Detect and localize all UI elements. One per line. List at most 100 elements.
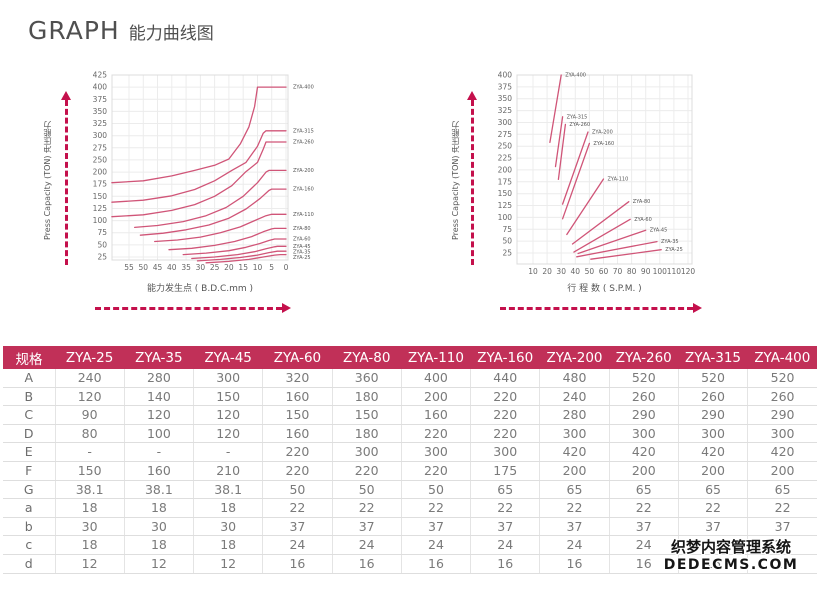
table-cell: 16 [747, 554, 817, 574]
table-cell: 160 [262, 387, 333, 407]
capacity-curve-ZYA-35 [576, 240, 658, 258]
table-cell: 150 [332, 405, 402, 425]
series-label: ZYA-200 [592, 130, 613, 136]
x-axis-label: 能力发生点 ( B.D.C.mm ) [146, 284, 254, 294]
x-tick-label: 35 [181, 263, 191, 272]
series-label: ZYA-45 [650, 228, 668, 234]
table-row-E: E - - -220 300 300 300 420 420 420 420 [3, 442, 817, 462]
table-cell: 65 [609, 480, 679, 500]
table-cell: 200 [401, 387, 472, 407]
table-cell: 320 [262, 369, 333, 388]
table-cell: 37 [262, 517, 333, 537]
y-tick-label: 150 [93, 192, 108, 201]
x-tick-label: 100 [653, 267, 668, 276]
table-cell: 18 [193, 498, 264, 518]
series-label: ZYA-400 [565, 73, 586, 79]
table-cell: 12 [193, 554, 264, 574]
spec-table-header-row: 规格 ZYA-25 ZYA-35 ZYA-45 ZYA-60 ZYA-80 ZYA-110 Z… [3, 346, 817, 369]
up-arrow-dashed-line [470, 100, 474, 265]
series-label: ZYA-400 [293, 85, 314, 91]
series-label: ZYA-160 [593, 141, 614, 147]
table-cell: 220 [262, 442, 333, 462]
table-cell: 24 [539, 535, 610, 555]
table-cell: 24 [332, 535, 402, 555]
bdc-capacity-chart-block: Press Capacity (TON) 冲压能力 55 50 45 40 35 30 25… [40, 63, 370, 325]
table-cell: 38.1 [124, 480, 195, 500]
table-row-A: A 240 280 300 320 360 400 440 480 520 520 520 [3, 369, 817, 388]
table-cell: 220 [401, 424, 472, 444]
table-cell: 200 [678, 461, 749, 481]
row-label: G [3, 480, 56, 500]
bdc-capacity-plot: 55 50 45 40 35 30 25 20 15 10 5 0425400375350325300… [93, 71, 314, 273]
table-cell: 300 [332, 442, 402, 462]
table-cell: 50 [332, 480, 402, 500]
y-tick-label: 75 [97, 228, 107, 237]
row-label: E [3, 442, 56, 462]
series-label: ZYA-80 [633, 199, 651, 205]
page-title-zh: 能力曲线图 [128, 24, 214, 44]
table-cell: 37 [747, 517, 817, 537]
table-cell: 37 [401, 517, 472, 537]
y-tick-label: 50 [502, 237, 512, 246]
table-cell: 300 [401, 442, 472, 462]
page-title: GRAPH 能力曲线图 [28, 16, 214, 45]
table-row-G: G 38.1 38.1 38.1 50 50 50 65 65 65 65 65 [3, 480, 817, 500]
x-tick-label: 0 [284, 263, 289, 272]
table-cell: 80 [55, 424, 125, 444]
table-cell: 65 [678, 480, 749, 500]
x-tick-label: 40 [167, 263, 177, 272]
series-label: ZYA-45 [293, 244, 311, 250]
y-tick-label: 225 [498, 154, 513, 163]
model-column-header-ZYA-80: ZYA-80 [332, 346, 402, 369]
capacity-curve-ZYA-25 [205, 253, 287, 264]
x-tick-label: 20 [224, 263, 234, 272]
watermark: 织梦内容管理系统 DEDECMS.COM [655, 538, 807, 574]
up-arrow-dashed-line [64, 100, 68, 265]
y-tick-label: 100 [498, 213, 513, 222]
table-cell: 50 [401, 480, 472, 500]
table-cell: 480 [539, 369, 610, 388]
table-cell: 280 [124, 369, 195, 388]
y-tick-label: 425 [93, 71, 108, 80]
spec-table: 规格 ZYA-25 ZYA-35 ZYA-45 ZYA-60 ZYA-80 ZYA-110 Z… [3, 346, 817, 574]
up-arrow-icon [60, 91, 72, 265]
model-column-header-ZYA-35: ZYA-35 [124, 346, 194, 369]
y-tick-label: 325 [93, 119, 108, 128]
y-tick-label: 350 [498, 94, 513, 103]
y-tick-label: 275 [498, 130, 513, 139]
table-cell: 220 [470, 424, 541, 444]
y-tick-label: 375 [93, 95, 108, 104]
y-tick-label: 175 [498, 177, 513, 186]
y-tick-label: 200 [498, 165, 513, 174]
spm-capacity-plot: 10 20 30 40 50 60 70 80 90 100 110 1204003753503253… [498, 71, 696, 277]
table-cell: 22 [747, 498, 817, 518]
capacity-curve-ZYA-35 [196, 250, 287, 262]
y-tick-label: 400 [93, 83, 108, 92]
x-tick-label: 15 [238, 263, 248, 272]
series-label: ZYA-315 [567, 114, 588, 120]
table-cell: 18 [55, 498, 125, 518]
model-column-header-ZYA-200: ZYA-200 [539, 346, 610, 369]
model-column-header-ZYA-110: ZYA-110 [401, 346, 471, 369]
table-cell: 210 [193, 461, 264, 481]
capacity-curve-ZYA-60 [573, 218, 631, 253]
x-tick-label: 10 [253, 263, 263, 272]
y-tick-label: 175 [93, 180, 108, 189]
model-column-header-ZYA-400: ZYA-400 [747, 346, 817, 369]
table-cell: 260 [747, 387, 817, 407]
y-tick-label: 325 [498, 106, 513, 115]
table-cell: 120 [193, 424, 264, 444]
table-cell: 120 [124, 405, 195, 425]
table-cell: 200 [609, 461, 679, 481]
capacity-curve-ZYA-260 [111, 141, 287, 218]
table-cell: 16 [401, 554, 472, 574]
table-cell: 18 [193, 535, 264, 555]
table-cell: - [55, 442, 125, 462]
table-cell: 180 [332, 424, 402, 444]
y-tick-label: 125 [498, 201, 513, 210]
table-cell: 300 [609, 424, 679, 444]
table-cell: 200 [747, 461, 817, 481]
table-row-c: c 18 18 18 24 24 24 24 24 24 24 24 [3, 535, 817, 555]
x-tick-label: 45 [153, 263, 163, 272]
table-cell: 24 [470, 535, 541, 555]
